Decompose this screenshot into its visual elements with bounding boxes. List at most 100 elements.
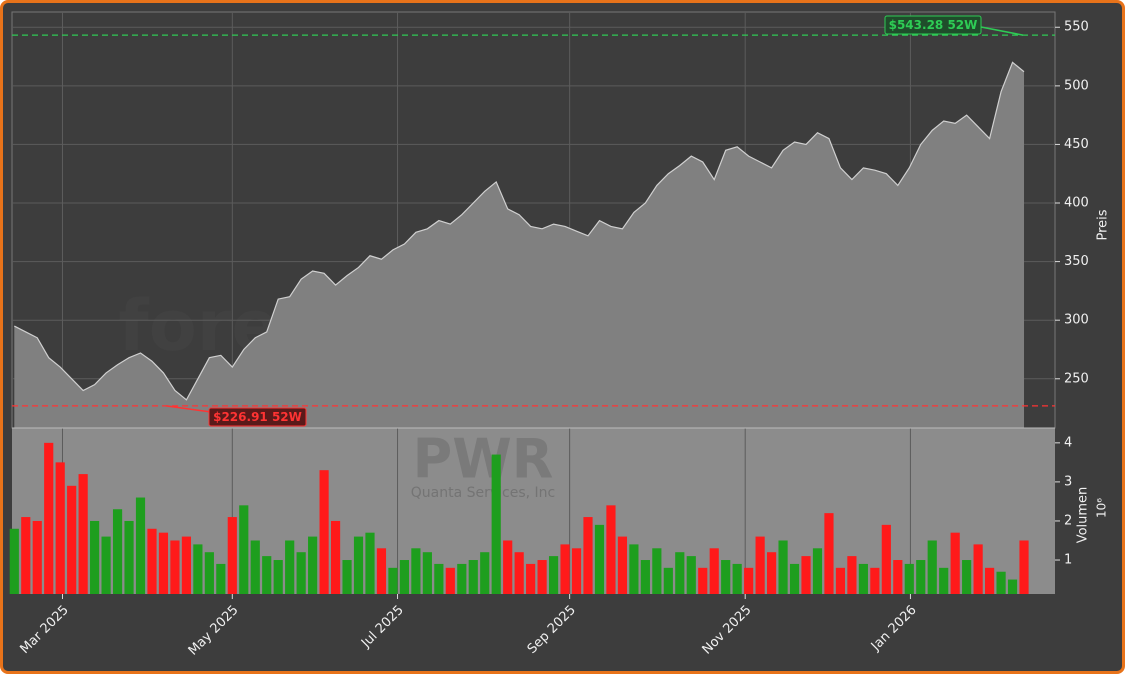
volume-bar <box>744 567 754 594</box>
volume-bar <box>526 563 536 594</box>
volume-bar <box>353 536 364 594</box>
volume-bar <box>457 563 467 594</box>
volume-bar <box>376 548 387 594</box>
x-tick-label: Mar 2025 <box>18 603 72 657</box>
volume-bar <box>468 560 478 594</box>
volume-bar <box>55 462 65 594</box>
x-tick-label: Nov 2025 <box>700 603 755 658</box>
y-tick-label: 500 <box>1064 78 1089 93</box>
volume-bar <box>663 567 673 594</box>
volume-bar <box>422 552 432 594</box>
y2-offset: 10⁶ <box>1095 498 1109 518</box>
volume-bar <box>985 567 995 594</box>
high-label: $543.28 52W <box>889 18 978 32</box>
volume-bar <box>594 524 605 594</box>
volume-bar <box>262 556 272 594</box>
volume-bar <box>514 552 524 594</box>
x-tick-label: Jul 2025 <box>358 603 407 652</box>
volume-bar <box>778 540 788 594</box>
volume-bar <box>766 552 777 594</box>
x-tick-label: Sep 2025 <box>525 603 579 657</box>
volume-bar <box>629 544 639 594</box>
volume-bar <box>939 567 949 594</box>
volume-bar <box>870 567 880 594</box>
volume-bar <box>308 536 318 594</box>
volume-bar <box>847 556 857 594</box>
volume-bar <box>996 571 1006 594</box>
volume-bar <box>296 552 306 594</box>
volume-bar <box>755 536 765 594</box>
volume-bar <box>893 560 903 594</box>
watermark-company: Quanta Services, Inc <box>411 485 556 501</box>
volume-bar <box>1019 540 1029 594</box>
high-arrow <box>980 26 1024 36</box>
volume-bar <box>112 509 123 594</box>
volume-bar <box>411 548 421 594</box>
volume-bar <box>147 528 157 594</box>
volume-bar <box>698 567 708 594</box>
y2-tick-label: 1 <box>1064 553 1072 568</box>
volume-bar <box>732 563 742 594</box>
volume-bar <box>973 544 983 594</box>
volume-bar <box>652 548 662 594</box>
volume-bar <box>881 524 891 594</box>
volume-bar <box>480 552 490 594</box>
volume-bar <box>181 536 191 594</box>
y-axis-label: Preis <box>1096 209 1111 240</box>
y2-tick-label: 4 <box>1064 435 1072 450</box>
volume-bar <box>365 532 375 594</box>
volume-bar <box>67 485 77 594</box>
price-line <box>14 61 1025 401</box>
volume-bar <box>158 532 169 594</box>
volume-bar <box>330 520 341 594</box>
x-tick-label: Jan 2026 <box>868 603 920 655</box>
price-area <box>14 62 1025 428</box>
volume-bar <box>835 567 846 594</box>
volume-bar <box>388 567 398 594</box>
volume-bar <box>342 560 352 594</box>
volume-bar <box>606 505 616 594</box>
volume-bar <box>273 560 283 594</box>
y-tick-label: 300 <box>1064 313 1089 328</box>
volume-bar <box>858 563 868 594</box>
volume-bar <box>135 497 146 594</box>
volume-bar <box>445 567 455 594</box>
volume-bar <box>319 470 329 594</box>
volume-bar <box>686 556 696 594</box>
volume-bar <box>537 560 547 594</box>
volume-bar <box>904 563 914 594</box>
volume-bar <box>78 474 88 594</box>
chart: forexsignale.tradePWRQuanta Services, In… <box>9 11 1111 659</box>
y-tick-label: 400 <box>1064 196 1089 211</box>
volume-bar <box>583 517 593 594</box>
x-tick-label: May 2025 <box>186 603 242 659</box>
y-tick-label: 550 <box>1064 20 1089 35</box>
y-tick-label: 350 <box>1064 254 1089 269</box>
volume-bar <box>560 544 570 594</box>
volume-bar <box>927 540 937 594</box>
volume-bar <box>503 540 513 594</box>
volume-bar <box>491 454 501 594</box>
volume-bar <box>216 563 226 594</box>
watermark-symbol: PWR <box>413 428 554 491</box>
volume-bar <box>824 513 834 594</box>
y2-axis-label: Volumen <box>1076 487 1091 544</box>
y-tick-label: 250 <box>1064 371 1089 386</box>
volume-bar <box>434 563 444 594</box>
y2-tick-label: 3 <box>1064 474 1072 489</box>
volume-bar <box>1007 579 1018 594</box>
low-label: $226.91 52W <box>213 410 302 424</box>
low-label-box <box>208 407 307 427</box>
volume-bar <box>675 552 685 594</box>
volume-bar <box>239 505 249 594</box>
volume-bar <box>617 536 628 594</box>
volume-bar <box>227 517 237 594</box>
volume-bar <box>124 520 134 594</box>
volume-bar <box>193 544 203 594</box>
volume-bar <box>548 556 559 594</box>
volume-bar <box>789 563 800 594</box>
volume-bar <box>916 560 926 594</box>
volume-bar <box>250 540 260 594</box>
volume-bar <box>90 520 100 594</box>
